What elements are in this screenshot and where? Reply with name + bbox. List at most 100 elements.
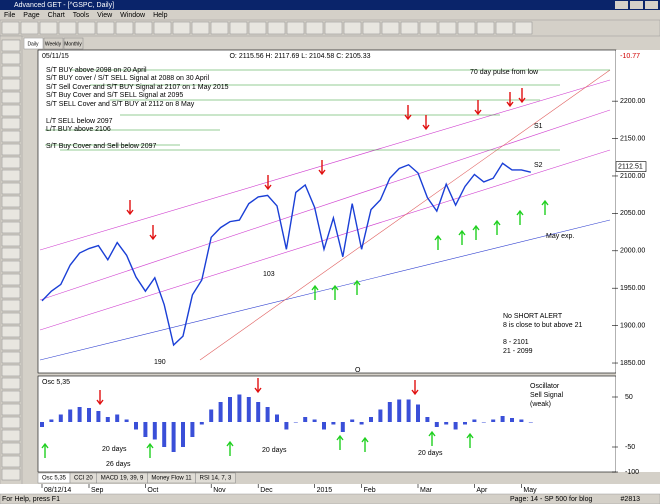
signal-arrow [41, 442, 49, 458]
period-tab-label[interactable]: Weekly [45, 41, 62, 47]
menu-item[interactable]: View [97, 12, 113, 19]
tool-button[interactable] [362, 21, 381, 35]
tool-button[interactable] [134, 21, 153, 35]
x-tick-label: Mar [420, 487, 433, 494]
indicator-tab-label[interactable]: MACD 19, 39, 9 [101, 476, 144, 482]
side-tool-button[interactable] [1, 468, 21, 481]
oscillator-bar [68, 409, 73, 422]
side-tool-button[interactable] [1, 351, 21, 364]
side-tool-button[interactable] [1, 416, 21, 429]
tool-button[interactable] [514, 21, 533, 35]
side-tool-button[interactable] [1, 234, 21, 247]
oscillator-bar [528, 422, 533, 423]
tool-button[interactable] [77, 21, 96, 35]
side-tool-button[interactable] [1, 195, 21, 208]
period-tab-label[interactable]: Monthly [64, 41, 82, 47]
tool-button[interactable] [20, 21, 39, 35]
y-tick-label: 2150.00 [620, 135, 645, 142]
oscillator-bar [143, 422, 148, 437]
y-tick-label: -50 [625, 444, 635, 451]
indicator-tab-label[interactable]: CCI 20 [74, 476, 93, 482]
indicator-tab-label[interactable]: Osc 5,35 [42, 476, 67, 482]
menu-item[interactable]: Help [153, 12, 168, 19]
tool-button[interactable] [39, 21, 58, 35]
x-tick-label: Feb [364, 487, 376, 494]
tool-button[interactable] [153, 21, 172, 35]
tool-button[interactable] [457, 21, 476, 35]
annotation: 26 days [106, 461, 131, 468]
side-tool-button[interactable] [1, 130, 21, 143]
side-tool-button[interactable] [1, 325, 21, 338]
status-bar [0, 493, 660, 504]
tool-button[interactable] [1, 21, 20, 35]
side-tool-button[interactable] [1, 377, 21, 390]
tool-button[interactable] [476, 21, 495, 35]
side-tool-button[interactable] [1, 156, 21, 169]
tool-button[interactable] [400, 21, 419, 35]
tool-button[interactable] [210, 21, 229, 35]
tool-button[interactable] [381, 21, 400, 35]
side-tool-button[interactable] [1, 312, 21, 325]
indicator-tab-label[interactable]: RSI 14, 7, 3 [200, 476, 232, 482]
window-title: Advanced GET - [^GSPC, Daily] [14, 2, 114, 9]
tool-button[interactable] [248, 21, 267, 35]
side-tool-button[interactable] [1, 403, 21, 416]
indicator-tab[interactable] [195, 472, 236, 484]
side-tool-button[interactable] [1, 169, 21, 182]
side-tool-button[interactable] [1, 338, 21, 351]
tool-button[interactable] [96, 21, 115, 35]
side-tool-button[interactable] [1, 429, 21, 442]
side-tool-button[interactable] [1, 182, 21, 195]
tool-button[interactable] [438, 21, 457, 35]
period-tab[interactable] [23, 37, 44, 50]
menu-item[interactable]: Page [23, 12, 39, 19]
side-tool-button[interactable] [1, 78, 21, 91]
tool-button[interactable] [324, 21, 343, 35]
tool-button[interactable] [343, 21, 362, 35]
menu-item[interactable]: Window [120, 12, 146, 19]
tool-button[interactable] [419, 21, 438, 35]
period-tab-label[interactable]: Daily [27, 41, 39, 47]
tool-button[interactable] [172, 21, 191, 35]
period-tab[interactable] [43, 37, 64, 50]
trend-line [39, 219, 611, 361]
side-tool-button[interactable] [1, 286, 21, 299]
tool-button[interactable] [58, 21, 77, 35]
side-tool-button[interactable] [1, 455, 21, 468]
tool-button[interactable] [286, 21, 305, 35]
side-tool-button[interactable] [1, 221, 21, 234]
oscillator-bar [218, 402, 223, 422]
maximize-button[interactable] [630, 1, 643, 9]
menu-item[interactable]: Chart [48, 12, 65, 19]
side-tool-button[interactable] [1, 273, 21, 286]
indicator-tab-label[interactable]: Money Flow 11 [151, 476, 192, 482]
side-tool-button[interactable] [1, 52, 21, 65]
side-tool-button[interactable] [1, 104, 21, 117]
oscillator-bar [49, 419, 54, 422]
side-tool-button[interactable] [1, 364, 21, 377]
side-tool-button[interactable] [1, 299, 21, 312]
oscillator-bar [425, 417, 430, 422]
side-tool-button[interactable] [1, 117, 21, 130]
side-tool-button[interactable] [1, 442, 21, 455]
side-tool-button[interactable] [1, 143, 21, 156]
tool-button[interactable] [191, 21, 210, 35]
minimize-button[interactable] [615, 1, 628, 9]
tool-button[interactable] [115, 21, 134, 35]
side-tool-button[interactable] [1, 260, 21, 273]
side-tool-button[interactable] [1, 91, 21, 104]
tool-button[interactable] [495, 21, 514, 35]
menu-item[interactable]: File [4, 12, 15, 19]
menu-item[interactable]: Tools [73, 12, 90, 19]
close-button[interactable] [645, 1, 658, 9]
side-tool-button[interactable] [1, 65, 21, 78]
tool-button[interactable] [267, 21, 286, 35]
tool-button[interactable] [305, 21, 324, 35]
side-tool-button[interactable] [1, 390, 21, 403]
tool-button[interactable] [229, 21, 248, 35]
period-tab[interactable] [63, 37, 84, 50]
side-tool-button[interactable] [1, 208, 21, 221]
side-tool-button[interactable] [1, 39, 21, 52]
oscillator-bar [284, 422, 289, 430]
side-tool-button[interactable] [1, 247, 21, 260]
